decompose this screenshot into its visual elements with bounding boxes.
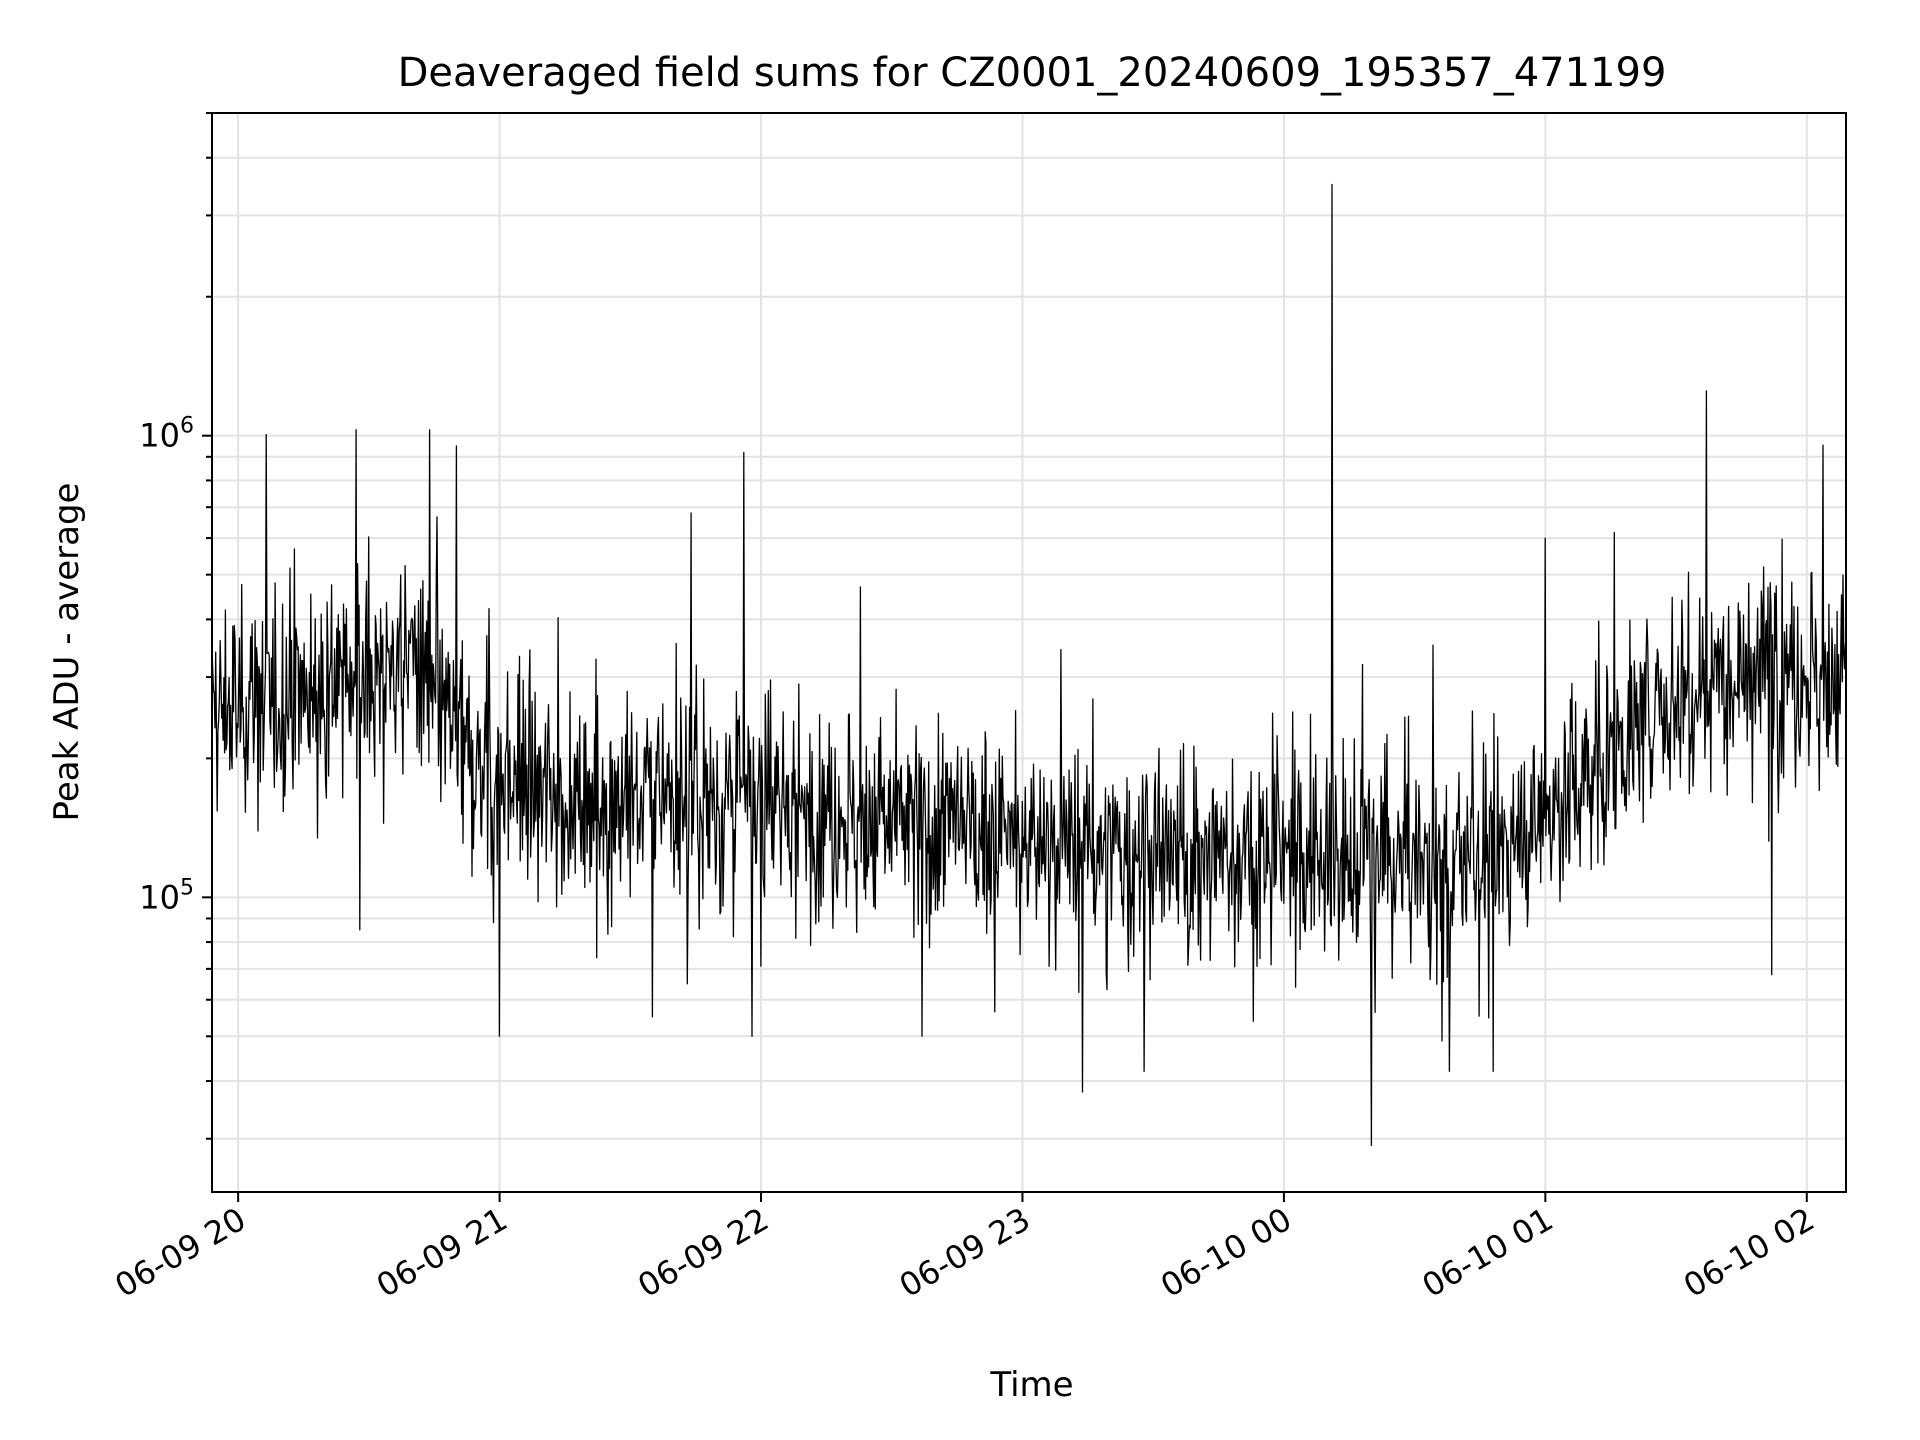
y-tick-label-exponent: 5 <box>180 875 194 900</box>
chart-title: Deaveraged field sums for CZ0001_2024060… <box>398 50 1667 96</box>
series-layer <box>211 183 1847 1147</box>
y-tick-label-base: 10 <box>139 417 180 455</box>
plot-area <box>211 112 1847 1193</box>
x-tick-label: 06-09 22 <box>631 1200 775 1305</box>
y-tick-label: 105 <box>139 875 194 916</box>
x-tick-label: 06-09 21 <box>370 1200 514 1305</box>
x-axis-label: Time <box>989 1365 1073 1405</box>
y-tick-label-exponent: 6 <box>180 414 194 439</box>
x-tick-label: 06-10 02 <box>1677 1200 1821 1305</box>
series-line <box>211 183 1847 1147</box>
y-tick-label-base: 10 <box>139 878 180 916</box>
x-tick-label: 06-10 01 <box>1416 1200 1560 1305</box>
x-tick-label: 06-09 23 <box>893 1200 1037 1305</box>
y-tick-label: 106 <box>139 414 194 455</box>
x-axis: 06-09 20 06-09 21 06-09 22 06-09 23 06-10 00… <box>109 1192 1821 1305</box>
y-axis-label: Peak ADU - average <box>47 483 87 822</box>
x-tick-label: 06-09 20 <box>109 1200 253 1305</box>
x-tick-label: 06-10 00 <box>1154 1200 1298 1305</box>
